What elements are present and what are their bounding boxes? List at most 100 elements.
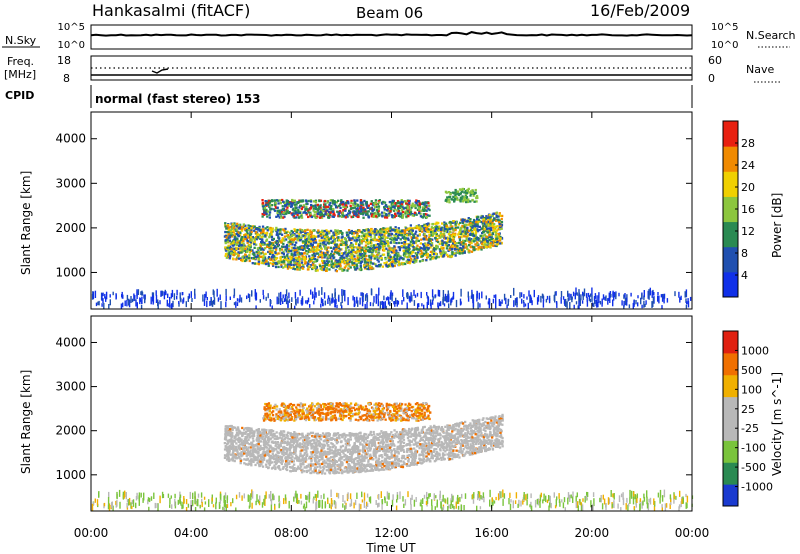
power-data-cell — [443, 296, 445, 302]
power-data-cell — [407, 215, 410, 218]
power-data-cell — [309, 214, 312, 217]
power-data-cell — [318, 263, 321, 266]
power-data-cell — [128, 299, 131, 308]
power-data-cell — [268, 199, 271, 203]
power-data-cell — [340, 243, 343, 246]
power-data-cell — [379, 238, 382, 241]
power-data-cell — [376, 253, 379, 256]
power-data-cell — [298, 268, 301, 271]
power-data-cell — [101, 303, 103, 307]
power-data-cell — [446, 253, 449, 256]
power-data-cell — [469, 227, 473, 230]
power-data-cell — [408, 234, 411, 237]
power-data-cell — [319, 267, 322, 270]
power-data-cell — [439, 234, 442, 237]
power-data-cell — [227, 236, 230, 240]
power-data-cell — [422, 202, 425, 206]
power-data-cell — [312, 207, 315, 210]
power-data-cell — [463, 235, 466, 238]
power-data-cell — [475, 244, 478, 247]
power-data-cell — [359, 250, 362, 253]
power-data-cell — [418, 202, 422, 206]
power-data-cell — [311, 254, 314, 257]
power-data-cell — [408, 296, 411, 302]
power-data-cell — [399, 203, 402, 206]
power-data-cell — [253, 243, 256, 246]
power-data-cell — [348, 238, 351, 242]
power-data-cell — [228, 239, 232, 242]
power-data-cell — [482, 234, 485, 237]
velocity-data-cell — [301, 439, 305, 442]
power-data-cell — [356, 232, 359, 235]
power-data-cell — [424, 229, 427, 233]
power-data-cell — [285, 247, 289, 250]
power-data-cell — [319, 242, 322, 245]
power-data-cell — [362, 246, 366, 249]
power-data-cell — [357, 235, 361, 238]
power-data-cell — [383, 262, 386, 265]
power-data-cell — [453, 240, 456, 243]
power-data-cell — [369, 235, 373, 238]
velocity-data-cell — [498, 415, 501, 418]
power-data-cell — [403, 242, 406, 245]
power-data-cell — [306, 208, 309, 211]
power-data-cell — [359, 230, 362, 233]
power-data-cell — [339, 267, 342, 270]
power-data-cell — [439, 249, 442, 253]
power-data-cell — [354, 236, 358, 239]
power-data-cell — [456, 192, 459, 195]
power-data-cell — [466, 231, 469, 235]
power-data-cell — [360, 292, 362, 296]
power-data-cell — [433, 247, 436, 250]
power-data-cell — [414, 294, 417, 298]
power-data-cell — [271, 227, 274, 230]
power-data-cell — [470, 238, 473, 241]
power-data-cell — [278, 261, 281, 265]
power-data-cell — [578, 289, 580, 297]
power-data-cell — [397, 210, 400, 213]
power-data-cell — [124, 300, 126, 307]
power-data-cell — [173, 293, 176, 300]
power-data-cell — [575, 287, 577, 295]
power-data-cell — [297, 262, 301, 265]
power-data-cell — [652, 297, 655, 304]
power-data-cell — [457, 233, 460, 236]
power-data-cell — [324, 247, 327, 250]
power-data-cell — [651, 290, 653, 298]
power-data-cell — [407, 227, 410, 231]
power-data-cell — [372, 249, 375, 252]
power-data-cell — [357, 300, 359, 307]
power-data-cell — [347, 233, 350, 237]
power-data-cell — [225, 256, 228, 259]
power-data-cell — [97, 301, 99, 306]
power-data-cell — [341, 203, 345, 206]
power-data-cell — [377, 299, 379, 307]
power-data-cell — [483, 228, 486, 231]
power-data-cell — [422, 243, 425, 246]
power-data-cell — [387, 210, 390, 213]
power-data-cell — [298, 211, 302, 215]
power-data-cell — [428, 233, 431, 236]
power-data-cell — [238, 231, 241, 234]
power-data-cell — [277, 202, 280, 205]
power-data-cell — [322, 299, 324, 307]
velocity-data-cell — [480, 442, 483, 446]
power-data-cell — [401, 216, 404, 219]
power-data-cell — [329, 246, 333, 249]
power-data-cell — [637, 295, 639, 299]
power-data-cell — [542, 300, 545, 308]
power-data-cell — [328, 203, 331, 207]
power-data-cell — [307, 236, 310, 239]
power-data-cell — [310, 289, 312, 295]
power-data-cell — [323, 292, 326, 299]
power-data-cell — [454, 224, 457, 227]
power-data-cell — [486, 229, 489, 232]
power-data-cell — [365, 264, 368, 268]
power-data-cell — [283, 235, 287, 238]
power-data-cell — [432, 232, 436, 235]
power-data-cell — [231, 244, 234, 247]
power-data-cell — [422, 213, 425, 216]
power-data-cell — [344, 250, 347, 253]
power-data-cell — [285, 234, 289, 237]
power-data-cell — [323, 261, 326, 265]
